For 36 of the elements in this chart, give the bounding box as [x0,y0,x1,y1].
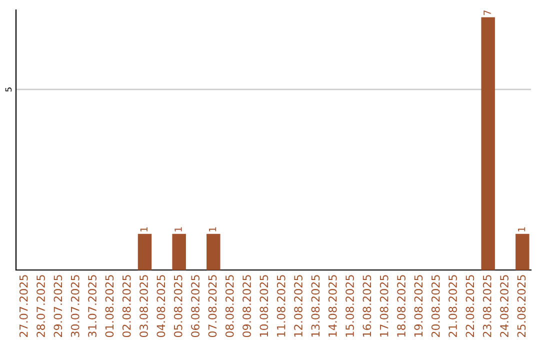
x-tick-label: 22.08.2025 [466,275,474,337]
x-tick-label: 05.08.2025 [174,275,182,338]
x-tick-label: 13.08.2025 [311,275,320,337]
x-tick-label: 16.08.2025 [362,275,372,337]
x-tick-label: 14.08.2025 [328,275,337,337]
x-tick-label: 15.08.2025 [346,275,354,337]
x-tick-label: 02.08.2025 [122,275,131,338]
x-tick-label: 19.08.2025 [414,275,423,337]
x-tick-label: 28.07.2025 [36,275,45,337]
data-label: 1 [209,227,216,232]
x-tick-label: 11.08.2025 [276,275,286,337]
x-tick-label: 30.07.2025 [70,275,80,337]
x-tick-label: 27.07.2025 [19,275,28,337]
x-tick-label: 23.08.2025 [482,275,492,337]
x-tick-label: 24.08.2025 [500,275,508,337]
x-tick-label: 07.08.2025 [208,275,217,338]
data-label: 7 [484,10,491,16]
data-label: 1 [140,227,148,232]
x-tick-label: 18.08.2025 [397,275,406,337]
data-label: 1 [518,227,526,232]
x-tick-label: 31.07.2025 [88,275,96,337]
x-tick-label: 29.07.2025 [54,275,62,337]
x-tick-label: 04.08.2025 [156,275,166,338]
x-tick-label: 08.08.2025 [225,275,234,338]
x-tick-label: 17.08.2025 [380,275,388,337]
data-label: 1 [174,227,182,232]
x-tick-label: 25.08.2025 [517,275,526,337]
x-tick-label: 06.08.2025 [191,275,200,338]
x-tick-label: 03.08.2025 [140,275,148,338]
y-tick-label: 5 [5,88,12,92]
x-tick-label: 21.08.2025 [448,275,457,337]
x-tick-label: 01.08.2025 [105,275,114,338]
x-tick-label: 20.08.2025 [431,275,440,337]
x-tick-label: 12.08.2025 [294,275,302,337]
x-tick-label: 09.08.2025 [242,275,251,338]
x-tick-label: 10.08.2025 [260,275,268,337]
